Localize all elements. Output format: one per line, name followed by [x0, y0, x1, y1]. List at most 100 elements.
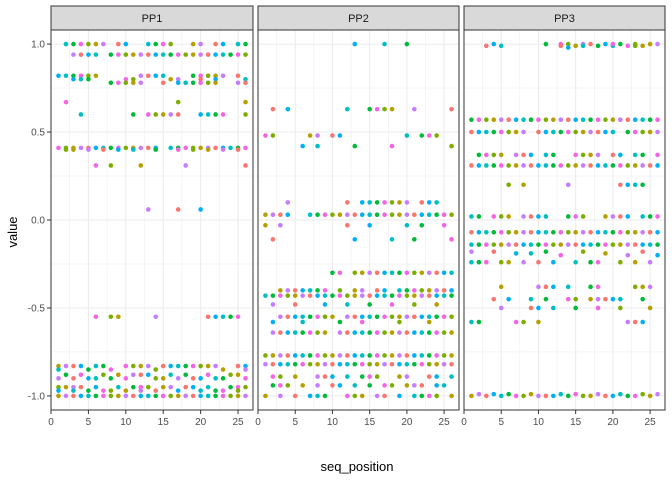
data-point: [330, 270, 335, 276]
data-point: [603, 129, 608, 135]
data-point: [610, 41, 616, 47]
data-point: [175, 207, 181, 212]
data-point: [412, 361, 417, 367]
data-point: [270, 361, 276, 367]
data-point: [270, 212, 276, 218]
data-point: [160, 393, 166, 399]
data-point: [382, 293, 387, 298]
x-tick-label: 5: [292, 417, 298, 428]
data-point: [382, 288, 387, 293]
data-point: [588, 152, 593, 158]
data-point: [412, 383, 417, 388]
data-point: [498, 284, 504, 290]
data-point: [640, 391, 645, 397]
data-point: [580, 230, 586, 235]
data-point: [476, 230, 482, 235]
data-point: [426, 393, 432, 399]
data-point: [285, 353, 291, 358]
data-point: [56, 384, 61, 390]
data-point: [603, 251, 608, 256]
data-point: [434, 302, 439, 307]
data-point: [513, 152, 519, 158]
data-point: [153, 41, 159, 47]
data-point: [307, 133, 313, 138]
y-tick-label: 0.5: [31, 128, 45, 139]
data-point: [235, 388, 241, 393]
data-point: [78, 112, 84, 117]
data-point: [528, 305, 534, 311]
data-point: [625, 242, 631, 247]
data-point: [449, 314, 454, 320]
data-point: [243, 384, 248, 390]
data-point: [138, 52, 144, 57]
data-point: [307, 288, 313, 293]
data-point: [543, 214, 549, 219]
data-point: [131, 80, 136, 86]
data-point: [213, 145, 218, 151]
data-point: [270, 374, 276, 379]
data-point: [404, 353, 410, 358]
data-point: [153, 73, 159, 79]
data-point: [243, 76, 248, 82]
data-point: [278, 330, 283, 335]
data-point: [235, 314, 241, 320]
data-point: [198, 388, 203, 393]
data-point: [610, 117, 616, 123]
facet-strip-label: PP1: [142, 13, 163, 25]
data-point: [632, 182, 638, 188]
data-point: [426, 270, 432, 276]
data-point: [213, 388, 218, 393]
y-tick-label: 0.0: [31, 216, 45, 227]
data-point: [491, 41, 497, 47]
data-point: [434, 270, 439, 276]
data-point: [434, 288, 439, 293]
data-point: [469, 393, 474, 399]
data-point: [625, 393, 631, 399]
data-point: [56, 393, 61, 399]
data-point: [404, 314, 410, 320]
data-point: [565, 242, 571, 247]
data-point: [404, 374, 410, 379]
data-point: [640, 284, 645, 290]
data-point: [205, 112, 211, 117]
data-point: [278, 393, 283, 399]
data-point: [610, 214, 616, 219]
data-point: [131, 372, 136, 378]
data-point: [565, 129, 571, 135]
data-point: [484, 152, 489, 158]
x-tick-label: 10: [327, 417, 339, 428]
data-point: [426, 353, 432, 358]
data-point: [183, 372, 188, 378]
data-point: [610, 129, 616, 135]
data-point: [86, 41, 91, 47]
data-point: [434, 133, 439, 138]
data-point: [397, 393, 402, 399]
data-point: [551, 230, 556, 235]
data-point: [131, 147, 136, 152]
data-point: [528, 391, 534, 397]
data-point: [528, 242, 534, 247]
data-point: [168, 41, 173, 47]
data-point: [278, 293, 283, 298]
data-point: [270, 383, 276, 388]
data-point: [101, 147, 106, 152]
points-pp3: [469, 41, 660, 399]
data-point: [78, 393, 84, 399]
data-point: [565, 117, 571, 123]
data-point: [588, 242, 593, 247]
data-point: [506, 242, 511, 247]
data-point: [618, 41, 623, 47]
data-point: [153, 147, 159, 152]
data-point: [625, 163, 631, 168]
data-point: [595, 296, 601, 302]
data-point: [315, 314, 320, 320]
data-point: [235, 384, 241, 390]
data-point: [655, 242, 660, 247]
data-point: [175, 393, 181, 399]
data-point: [404, 270, 410, 276]
data-point: [108, 367, 114, 372]
data-point: [322, 374, 328, 379]
data-point: [228, 384, 233, 390]
data-point: [412, 288, 417, 293]
data-point: [263, 361, 268, 367]
